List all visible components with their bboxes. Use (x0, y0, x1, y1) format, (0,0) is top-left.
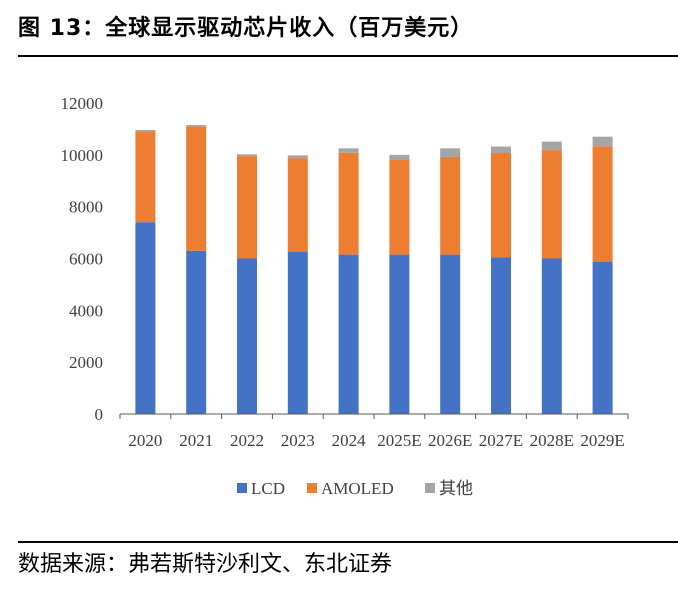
legend-item-lcd-label: LCD (251, 479, 285, 498)
bar-segment-amoled (592, 146, 613, 262)
bar-segment-other (440, 148, 461, 157)
chart-title: 图 13：全球显示驱动芯片收入（百万美元） (18, 16, 474, 41)
bar-segment-lcd (541, 258, 562, 414)
bar-segment-amoled (389, 160, 410, 255)
source-note: 数据来源：弗若斯特沙利文、东北证券 (18, 552, 393, 577)
x-tick-label: 2024 (332, 431, 367, 450)
y-tick-label: 6000 (69, 250, 103, 269)
x-tick-label: 2023 (281, 431, 315, 450)
bar-segment-amoled (440, 156, 461, 255)
bar-segment-lcd (287, 252, 308, 414)
bar-segment-other (135, 129, 156, 133)
x-tick-label: 2020 (128, 431, 162, 450)
y-axis-ticks: 0 2000 4000 6000 8000 10000 12000 (61, 94, 104, 424)
bar-segment-amoled (541, 150, 562, 259)
y-tick-label: 8000 (69, 198, 103, 217)
bar-segment-amoled (237, 156, 257, 259)
bar-segment-other (592, 136, 613, 147)
x-tick-label: 2027E (479, 431, 523, 450)
bar-segment-lcd (440, 254, 461, 414)
bar-segment-other (287, 155, 308, 159)
x-tick-label: 2025E (377, 431, 421, 450)
y-tick-label: 2000 (69, 353, 103, 372)
y-tick-label: 10000 (61, 146, 104, 165)
y-tick-label: 0 (95, 405, 104, 424)
bar-segment-amoled (287, 158, 308, 253)
bar-segment-amoled (135, 132, 156, 223)
bar-segment-lcd (592, 261, 613, 414)
x-tick-label: 2022 (230, 431, 264, 450)
y-tick-label: 4000 (69, 301, 103, 320)
stacked-bar-chart: 0 2000 4000 6000 8000 10000 12000 2020 2021 2022… (61, 94, 629, 498)
bar-segment-lcd (135, 222, 156, 414)
bar-segment-other (338, 148, 359, 153)
legend-item-amoled-swatch (307, 483, 317, 493)
source-divider (18, 541, 678, 543)
bar-segment-lcd (389, 254, 410, 414)
x-tick-label: 2021 (179, 431, 213, 450)
bar-segment-amoled (491, 153, 511, 258)
x-tick-label: 2026E (428, 431, 472, 450)
bar-segment-other (186, 125, 207, 127)
x-axis-ticks: 2020 2021 2022 2023 2024 2025E 2026E 2027E 2028E… (119, 414, 629, 450)
y-tick-label: 12000 (61, 94, 104, 113)
bar-segment-other (237, 154, 257, 157)
bar-segment-lcd (237, 258, 257, 414)
legend-item-other-label: 其他 (439, 479, 473, 498)
x-tick-label: 2029E (580, 431, 624, 450)
bars (135, 125, 613, 414)
bar-segment-amoled (186, 126, 207, 251)
bar-segment-amoled (338, 152, 359, 255)
legend-item-amoled-label: AMOLED (321, 479, 394, 498)
bar-segment-lcd (186, 250, 207, 414)
bar-segment-lcd (338, 254, 359, 414)
bar-segment-lcd (491, 257, 511, 414)
legend-item-lcd-swatch (237, 483, 247, 493)
legend-item-other-swatch (425, 483, 435, 493)
title-divider (18, 55, 678, 57)
legend: LCD AMOLED 其他 (237, 479, 473, 498)
bar-segment-other (389, 154, 410, 161)
bar-segment-other (541, 141, 562, 151)
x-tick-label: 2028E (530, 431, 574, 450)
bar-segment-other (491, 146, 511, 154)
